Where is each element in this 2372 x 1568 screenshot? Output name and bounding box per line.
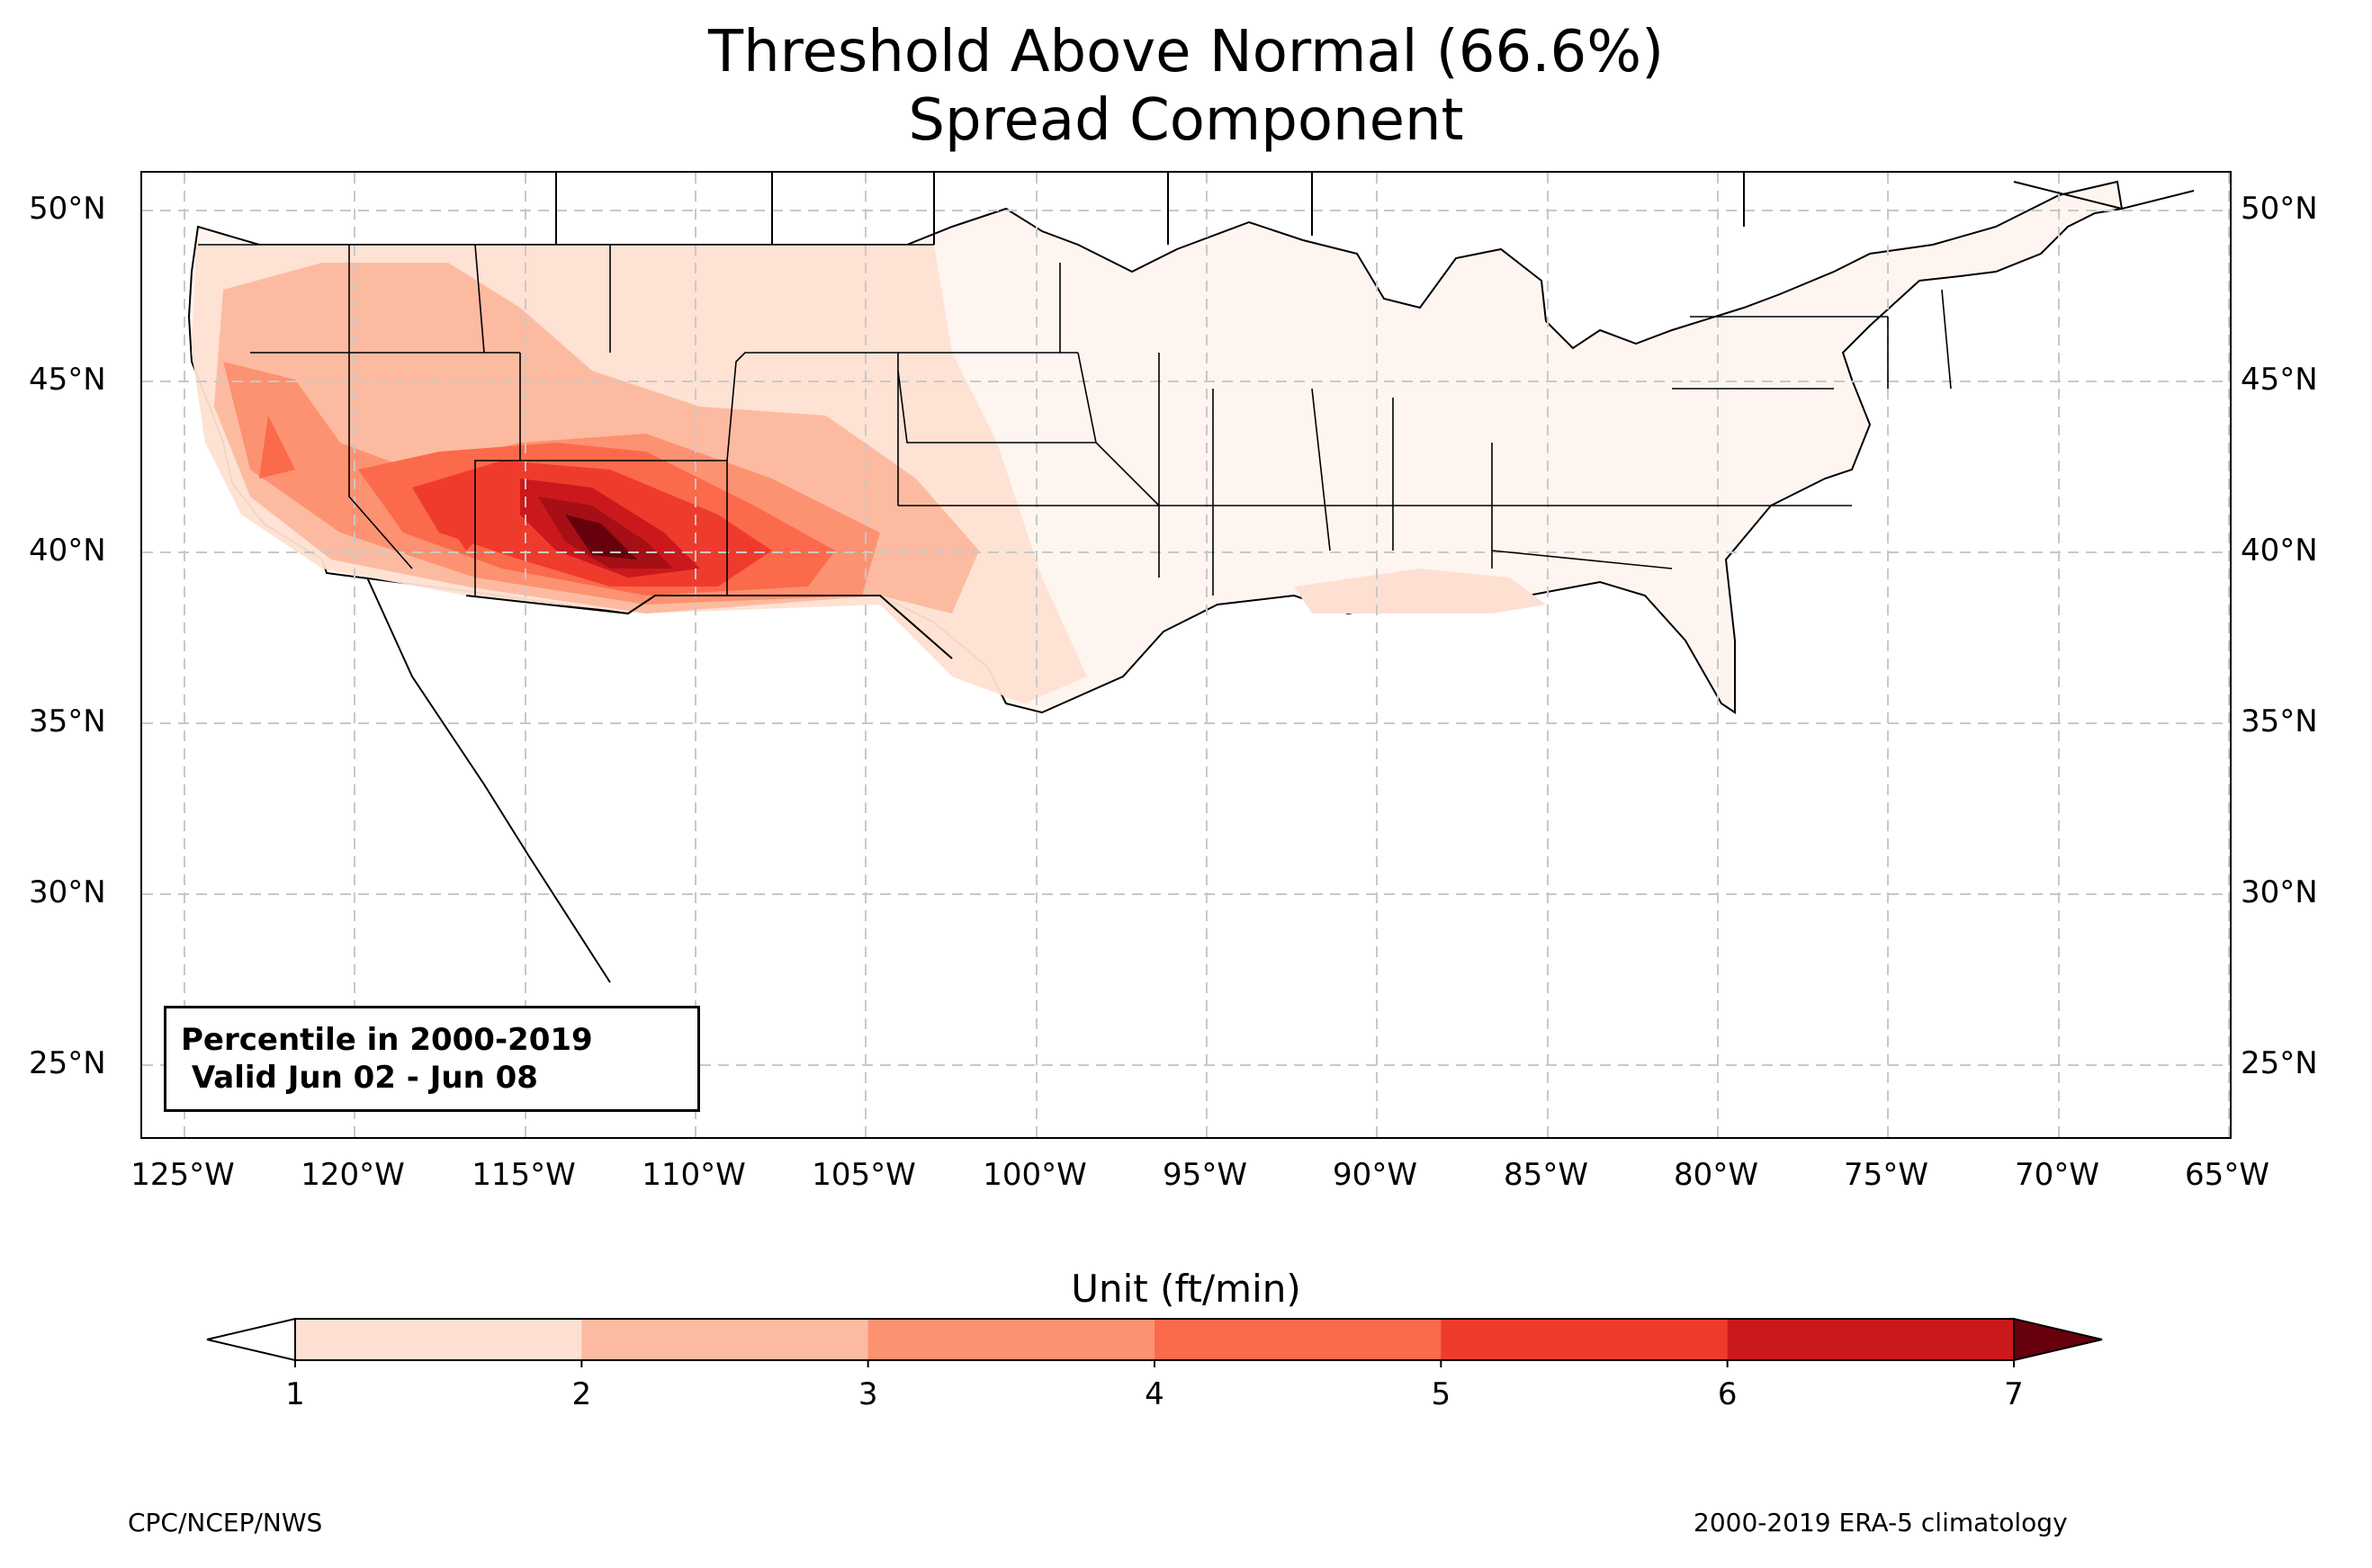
colorbar-tick-label: 4 bbox=[1145, 1376, 1164, 1412]
lon-label-80w: 80°W bbox=[1674, 1157, 1758, 1193]
colorbar-tick-label: 3 bbox=[858, 1376, 878, 1412]
lat-label-right-40: 40°N bbox=[2241, 533, 2318, 569]
colorbar-tick-label: 5 bbox=[1431, 1376, 1451, 1412]
map-canvas bbox=[142, 173, 2230, 1137]
lat-label-left-40: 40°N bbox=[29, 533, 106, 569]
colorbar-segment bbox=[1441, 1319, 1729, 1360]
lon-label-100w: 100°W bbox=[983, 1157, 1087, 1193]
footer-credit-left: CPC/NCEP/NWS bbox=[128, 1508, 323, 1537]
info-line-percentile: Percentile in 2000-2019 bbox=[181, 1022, 593, 1058]
lon-label-65w: 65°W bbox=[2185, 1157, 2269, 1193]
chart-title-line2: Spread Component bbox=[908, 87, 1464, 154]
lon-label-115w: 115°W bbox=[472, 1157, 576, 1193]
colorbar-segment bbox=[1727, 1319, 2015, 1360]
colorbar-tick-label: 7 bbox=[2004, 1376, 2024, 1412]
lat-label-left-30: 30°N bbox=[29, 874, 106, 910]
lat-label-right-30: 30°N bbox=[2241, 874, 2318, 910]
colorbar-extend-min bbox=[206, 1317, 296, 1362]
footer-credit-right: 2000-2019 ERA-5 climatology bbox=[1694, 1508, 2068, 1537]
validity-info-box: Percentile in 2000-2019 Valid Jun 02 - J… bbox=[164, 1006, 700, 1112]
colorbar-tick-label: 1 bbox=[285, 1376, 305, 1412]
lon-label-110w: 110°W bbox=[642, 1157, 746, 1193]
lat-label-left-45: 45°N bbox=[29, 362, 106, 398]
lat-label-right-35: 35°N bbox=[2241, 703, 2318, 739]
lon-label-70w: 70°W bbox=[2015, 1157, 2099, 1193]
colorbar-title: Unit (ft/min) bbox=[1071, 1267, 1301, 1311]
colorbar-svg bbox=[206, 1317, 2103, 1367]
colorbar bbox=[205, 1313, 2104, 1371]
country-boundaries bbox=[366, 173, 2195, 983]
colorbar-segment bbox=[295, 1319, 582, 1360]
chart-title-line1: Threshold Above Normal (66.6%) bbox=[707, 19, 1665, 85]
colorbar-tick-label: 2 bbox=[571, 1376, 592, 1412]
lon-label-85w: 85°W bbox=[1504, 1157, 1588, 1193]
info-line-valid-dates: Valid Jun 02 - Jun 08 bbox=[181, 1060, 538, 1096]
state-boundaries bbox=[198, 244, 1952, 596]
map-panel bbox=[140, 171, 2232, 1139]
colorbar-extend-max bbox=[2013, 1317, 2103, 1362]
lon-label-90w: 90°W bbox=[1333, 1157, 1417, 1193]
lat-label-left-50: 50°N bbox=[29, 191, 106, 227]
lon-label-125w: 125°W bbox=[130, 1157, 235, 1193]
colorbar-tick-label: 6 bbox=[1717, 1376, 1738, 1412]
lon-label-105w: 105°W bbox=[812, 1157, 916, 1193]
lat-label-right-25: 25°N bbox=[2241, 1045, 2318, 1081]
colorbar-segment bbox=[1155, 1319, 1442, 1360]
lon-label-95w: 95°W bbox=[1163, 1157, 1247, 1193]
lon-label-120w: 120°W bbox=[301, 1157, 405, 1193]
lat-label-right-45: 45°N bbox=[2241, 362, 2318, 398]
colorbar-segment bbox=[867, 1319, 1155, 1360]
graticule bbox=[142, 173, 2230, 1137]
colorbar-segment bbox=[581, 1319, 869, 1360]
lon-label-75w: 75°W bbox=[1844, 1157, 1928, 1193]
lat-label-left-25: 25°N bbox=[29, 1045, 106, 1081]
lat-label-right-50: 50°N bbox=[2241, 191, 2318, 227]
lat-label-left-35: 35°N bbox=[29, 703, 106, 739]
